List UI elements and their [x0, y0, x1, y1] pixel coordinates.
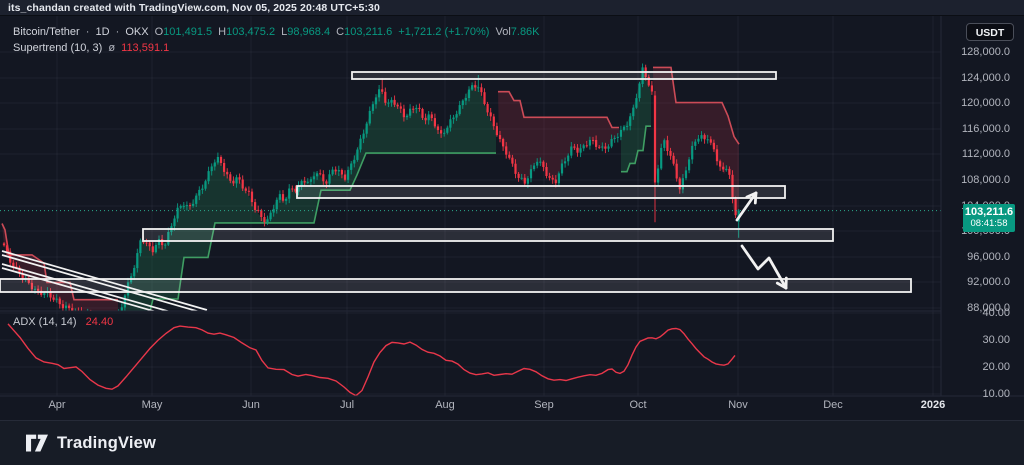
bounce-up-arrow[interactable]	[735, 191, 758, 222]
low-value: 98,968.4	[287, 26, 331, 38]
supertrend-symbol: ø	[108, 42, 116, 54]
adx-tick-label: 30.00	[982, 334, 1010, 346]
open-value: 101,491.5	[163, 26, 213, 38]
time-axis-label-dec: Dec	[823, 399, 843, 411]
last-price-value: 103,211.6	[964, 206, 1014, 218]
supertrend-line-up	[621, 125, 651, 173]
last-price-flag: 103,211.6 08:41:58	[963, 204, 1015, 232]
time-axis-label-may: May	[141, 399, 163, 411]
trend-channel-line-2[interactable]	[1, 263, 213, 324]
time-axis-label-nov: Nov	[728, 399, 748, 411]
high-label: H	[218, 26, 227, 38]
time-axis-label-jun: Jun	[242, 399, 260, 411]
attribution-text: its_chandan created with TradingView.com…	[8, 2, 380, 14]
supertrend-fill-down	[2, 223, 118, 311]
footer-bar: TradingView	[0, 420, 1024, 465]
adx-tick-label: 10.00	[982, 388, 1010, 400]
price-tick-label: 112,000.0	[961, 148, 1010, 160]
price-tick-label: 96,000.0	[967, 251, 1010, 263]
high-value: 103,475.2	[226, 26, 276, 38]
trend-channel-line-2[interactable]	[1, 267, 213, 328]
time-axis-label-jul: Jul	[339, 399, 355, 411]
volume-value: 7.86K	[510, 26, 540, 38]
time-axis-label-apr: Apr	[48, 399, 66, 411]
resistance-zone-124k[interactable]	[351, 71, 777, 80]
supertrend-name: Supertrend (10, 3)	[13, 42, 103, 54]
time-axis-label-oct: Oct	[629, 399, 647, 411]
open-label: O	[154, 26, 164, 38]
supertrend-fill-down	[498, 91, 619, 182]
price-tick-label: 128,000.0	[961, 46, 1010, 58]
low-label: L	[281, 26, 288, 38]
close-label: C	[336, 26, 345, 38]
volume-label: Vol	[495, 26, 511, 38]
currency-toggle-button[interactable]: USDT	[966, 23, 1014, 41]
supertrend-fill-down	[653, 67, 739, 216]
support-zone-100k[interactable]	[142, 228, 834, 242]
price-tick-label: 92,000.0	[967, 276, 1010, 288]
change-value: +1,721.2 (+1.70%)	[398, 26, 490, 38]
adx-line	[7, 323, 736, 397]
trend-channel-line-1[interactable]	[1, 254, 207, 314]
tradingview-logo[interactable]: TradingView	[26, 433, 156, 454]
time-axis[interactable]: Apr May Jun Jul Aug Sep Oct Nov Dec 2026	[0, 399, 945, 417]
tradingview-logo-text: TradingView	[57, 434, 157, 452]
timeframe: 1D	[95, 26, 110, 38]
bar-countdown: 08:41:58	[970, 218, 1008, 229]
adx-tick-label: 20.00	[982, 361, 1010, 373]
supertrend-line-down	[498, 90, 619, 129]
time-axis-label-sep: Sep	[534, 399, 554, 411]
legend-separator: ·	[115, 26, 120, 38]
price-tick-label: 120,000.0	[961, 97, 1010, 109]
price-tick-label: 116,000.0	[961, 123, 1010, 135]
tradingview-logo-icon	[26, 434, 48, 452]
adx-name: ADX (14, 14)	[13, 316, 77, 328]
time-axis-label-2026: 2026	[920, 399, 946, 411]
price-tick-label: 88,000.0	[967, 302, 1010, 314]
symbol-legend: Bitcoin/Tether · 1D · OKX O101,491.5 H10…	[13, 26, 543, 38]
symbol-name: Bitcoin/Tether	[13, 26, 80, 38]
supertrend-value: 113,591.1	[121, 42, 170, 54]
supertrend-fill-up	[621, 73, 651, 172]
legend-separator: ·	[85, 26, 90, 38]
supply-zone-106k[interactable]	[296, 185, 786, 199]
time-axis-label-aug: Aug	[435, 399, 455, 411]
exchange-name: OKX	[125, 26, 149, 38]
breakdown-arrow[interactable]	[740, 244, 788, 290]
supertrend-legend: Supertrend (10, 3) ø 113,591.1	[13, 42, 172, 54]
supertrend-line-down	[653, 66, 740, 145]
support-zone-92k[interactable]	[0, 278, 912, 293]
adx-legend: ADX (14, 14) 24.40	[13, 316, 113, 328]
price-tick-label: 124,000.0	[961, 72, 1010, 84]
adx-value: 24.40	[85, 316, 114, 328]
price-pane[interactable]	[0, 63, 941, 331]
close-value: 103,211.6	[344, 26, 393, 38]
attribution-bar: its_chandan created with TradingView.com…	[0, 0, 1024, 16]
price-tick-label: 108,000.0	[961, 174, 1010, 186]
adx-tick-label: 40.00	[982, 307, 1010, 319]
trend-channel-line-1[interactable]	[1, 250, 208, 311]
